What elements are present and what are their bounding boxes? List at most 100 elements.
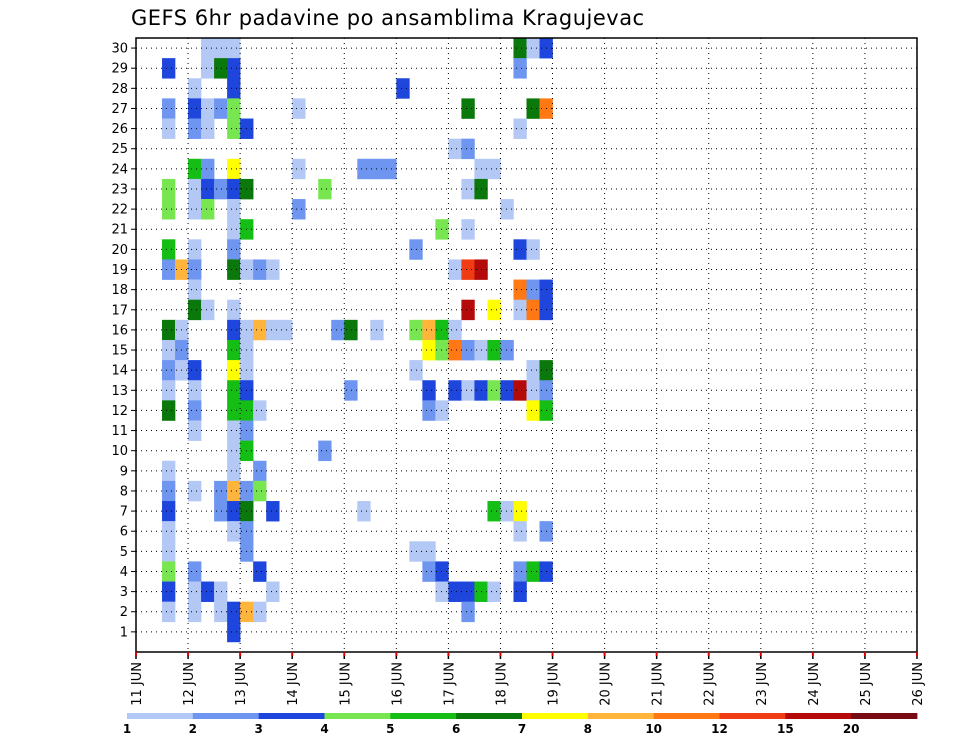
- colorbar-label: 6: [452, 722, 460, 736]
- heatmap-cell: [227, 339, 241, 361]
- colorbar-swatch: [851, 713, 918, 719]
- heatmap-cell: [513, 380, 527, 401]
- heatmap-cell: [487, 299, 501, 321]
- y-tick-label: 13: [111, 384, 128, 399]
- heatmap-cell: [422, 561, 436, 582]
- heatmap-cell: [227, 380, 241, 401]
- heatmap-cell: [162, 581, 176, 602]
- colorbar-label: 1: [123, 722, 131, 736]
- heatmap-cell: [279, 319, 293, 341]
- heatmap-cell: [448, 581, 462, 602]
- heatmap-cell: [513, 38, 527, 59]
- heatmap-cell: [162, 58, 176, 79]
- heatmap-cell: [162, 239, 176, 260]
- heatmap-cell: [461, 219, 475, 240]
- heatmap-cell: [188, 199, 202, 220]
- heatmap-cell: [487, 339, 501, 361]
- x-tick-label: 26 JUN: [911, 662, 926, 706]
- chart-title: GEFS 6hr padavine po ansamblima Kragujev…: [131, 6, 645, 30]
- y-tick-label: 28: [111, 82, 128, 97]
- heatmap-cell: [227, 178, 241, 200]
- colorbar-swatch: [192, 713, 260, 719]
- heatmap-cell: [266, 259, 280, 280]
- colorbar-label: 7: [518, 722, 526, 736]
- heatmap-cell: [227, 98, 241, 119]
- heatmap-cell: [448, 259, 462, 280]
- x-tick-label: 20 JUN: [599, 662, 614, 706]
- heatmap-cell: [162, 541, 176, 562]
- colorbar-label: 2: [189, 722, 197, 736]
- heatmap-cell: [526, 561, 540, 582]
- ticks-layer: 1234567891011121314151617181920212223242…: [111, 42, 926, 706]
- heatmap-cell: [227, 601, 241, 623]
- heatmap-cell: [513, 279, 527, 300]
- heatmap-cell: [318, 440, 332, 462]
- y-tick-label: 29: [111, 62, 128, 77]
- heatmap-cell: [461, 339, 475, 361]
- x-tick-label: 21 JUN: [651, 662, 666, 706]
- x-tick-label: 15 JUN: [338, 662, 353, 706]
- colorbar-label: 4: [320, 722, 328, 736]
- heatmap-cell: [344, 319, 358, 341]
- heatmap-cell: [162, 480, 176, 502]
- heatmap-cell: [188, 480, 202, 502]
- heatmap-cell: [188, 561, 202, 582]
- y-tick-label: 19: [111, 263, 128, 278]
- y-tick-label: 5: [120, 545, 128, 560]
- heatmap-cell: [422, 380, 436, 401]
- x-tick-label: 24 JUN: [807, 662, 822, 706]
- heatmap-cell: [201, 581, 215, 602]
- heatmap-cell: [461, 601, 475, 623]
- heatmap-cell: [188, 400, 202, 421]
- heatmap-cell: [253, 400, 267, 421]
- x-tick-label: 23 JUN: [755, 662, 770, 706]
- x-tick-label: 12 JUN: [182, 662, 197, 706]
- heatmap-cell: [162, 178, 176, 200]
- heatmap-cell: [448, 380, 462, 401]
- heatmap-cell: [227, 259, 241, 280]
- heatmap-cell: [188, 299, 202, 321]
- heatmap-cell: [461, 259, 475, 280]
- y-tick-label: 4: [120, 565, 128, 580]
- y-tick-label: 8: [120, 484, 128, 499]
- y-tick-label: 18: [111, 283, 128, 298]
- heatmap-cell: [162, 118, 176, 139]
- heatmap-cell: [383, 158, 397, 180]
- heatmap-cell: [513, 299, 527, 321]
- heatmap-cell: [422, 339, 436, 361]
- heatmap-cell: [162, 460, 176, 482]
- heatmap-cell: [162, 98, 176, 119]
- x-tick-label: 18 JUN: [494, 662, 509, 706]
- heatmap-cell: [396, 78, 410, 99]
- heatmap-cell: [357, 158, 371, 180]
- heatmap-cell: [214, 480, 228, 502]
- heatmap-cell: [435, 319, 449, 341]
- heatmap-cell: [487, 501, 501, 522]
- y-tick-label: 12: [111, 404, 128, 419]
- heatmap-cell: [214, 501, 228, 522]
- heatmap-cell: [162, 319, 176, 341]
- heatmap-cell: [227, 118, 241, 139]
- heatmap-cell: [188, 78, 202, 99]
- colorbar-swatch: [456, 713, 523, 719]
- colorbar-swatch: [522, 713, 589, 719]
- colorbar-swatch: [127, 713, 194, 719]
- heatmap-cell: [487, 380, 501, 401]
- heatmap-cell: [162, 400, 176, 421]
- y-tick-label: 27: [111, 102, 128, 117]
- heatmap-cell: [214, 38, 228, 59]
- colorbar-swatch: [587, 713, 655, 719]
- heatmap-cell: [461, 178, 475, 200]
- y-tick-label: 20: [111, 243, 128, 258]
- y-tick-label: 9: [120, 464, 128, 479]
- heatmap-cell: [227, 360, 241, 381]
- y-tick-label: 23: [111, 182, 128, 197]
- y-tick-label: 25: [111, 142, 128, 157]
- y-tick-label: 15: [111, 344, 128, 359]
- heatmap-cell: [253, 319, 267, 341]
- y-tick-label: 30: [111, 42, 128, 57]
- heatmap-cell: [422, 541, 436, 562]
- colorbar-label: 12: [711, 722, 728, 736]
- heatmap-cell: [435, 561, 449, 582]
